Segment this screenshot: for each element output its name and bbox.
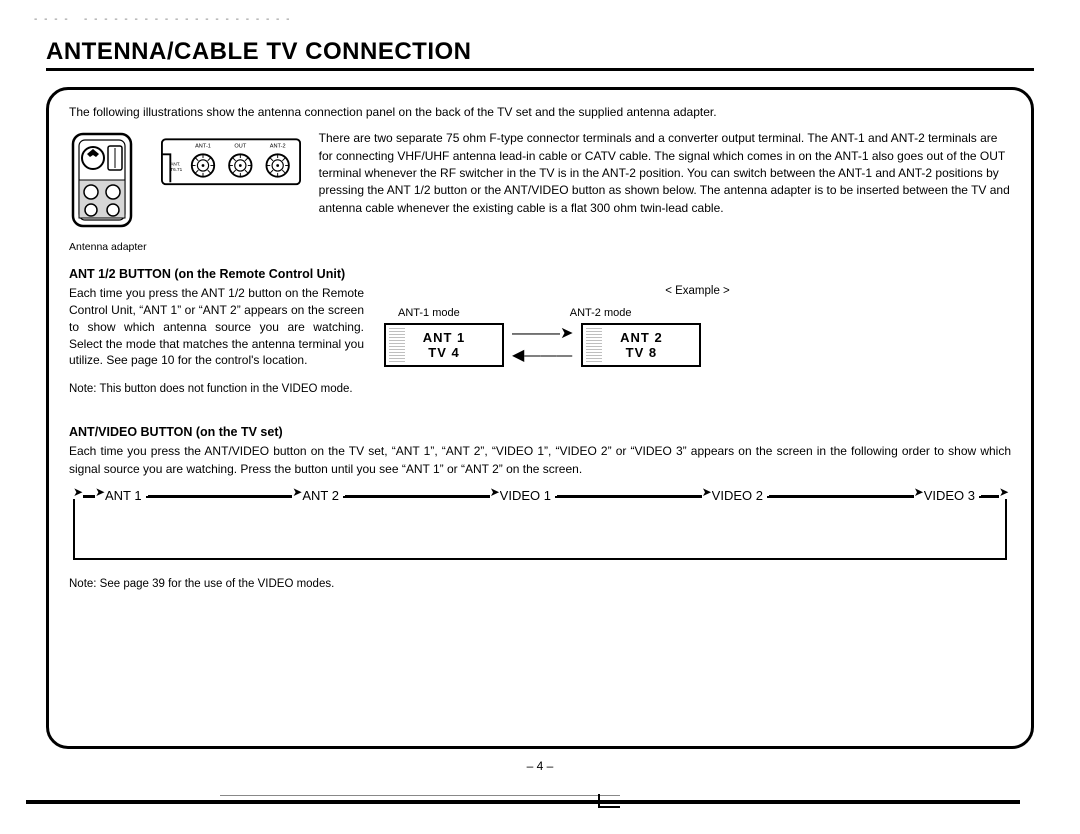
antvideo-heading: ANT/VIDEO BUTTON (on the TV set) <box>69 425 1011 439</box>
manual-page: - - - - - - - - - - - - - - - - - - - - … <box>0 0 1080 834</box>
cycle-item: VIDEO 2 <box>708 488 767 503</box>
tv1-line1: ANT 1 <box>423 330 466 345</box>
arrow-segment <box>345 495 494 496</box>
ant12-body-col: Each time you press the ANT 1/2 button o… <box>69 285 364 397</box>
arrow-segment <box>981 495 1003 496</box>
toggle-arrows-icon: ———➤ ◀——— <box>512 326 573 364</box>
tv2-line2: TV 8 <box>626 345 657 360</box>
antvideo-body: Each time you press the ANT/VIDEO button… <box>69 443 1011 478</box>
cycle-labels: ANT 1 ANT 2 VIDEO 1 VIDEO 2 VIDEO 3 <box>75 488 1005 503</box>
content-panel: The following illustrations show the ant… <box>46 87 1034 749</box>
svg-text:ANT.: ANT. <box>170 162 180 167</box>
arrow-segment <box>769 495 918 496</box>
mode-labels: ANT-1 mode ANT-2 mode <box>398 307 1011 319</box>
ant12-body: Each time you press the ANT 1/2 button o… <box>69 285 364 369</box>
scan-artifact-mark <box>598 794 620 808</box>
arrow-segment <box>148 495 297 496</box>
title-rule: ANTENNA/CABLE TV CONNECTION <box>46 38 1034 71</box>
ant12-note: Note: This button does not function in t… <box>69 381 364 397</box>
antvideo-note: Note: See page 39 for the use of the VID… <box>69 578 1011 590</box>
arrow-segment <box>557 495 706 496</box>
antenna-adapter-figure: Antenna adapter <box>69 130 147 253</box>
tv-screens-row: ANT 1 TV 4 ———➤ ◀——— ANT 2 TV 8 <box>384 323 1011 367</box>
scanline-decoration <box>586 328 602 362</box>
tv-screen-1: ANT 1 TV 4 <box>384 323 504 367</box>
connector-description: There are two separate 75 ohm F-type con… <box>319 130 1011 253</box>
connector-jack-1: ANT-1 <box>191 144 213 177</box>
page-number: – 4 – <box>46 759 1034 773</box>
mode1-label: ANT-1 mode <box>398 307 460 319</box>
figure-row: Antenna adapter ANT. T6.71 ANT-1 <box>69 130 1011 253</box>
scan-artifact-dashes: - - - - - - - - - - - - - - - - - - - - … <box>34 14 292 25</box>
tv2-line1: ANT 2 <box>620 330 663 345</box>
ant12-heading: ANT 1/2 BUTTON (on the Remote Control Un… <box>69 267 1011 281</box>
page-title: ANTENNA/CABLE TV CONNECTION <box>46 38 1034 66</box>
tv1-line2: TV 4 <box>428 345 459 360</box>
scanline-decoration <box>389 328 405 362</box>
cycle-diagram: ANT 1 ANT 2 VIDEO 1 VIDEO 2 VIDEO 3 <box>73 496 1007 560</box>
antenna-adapter-icon <box>69 130 135 230</box>
mode2-label: ANT-2 mode <box>570 307 632 319</box>
cycle-item: VIDEO 1 <box>496 488 555 503</box>
svg-text:T6.71: T6.71 <box>170 167 182 172</box>
footer-rule <box>26 800 1020 804</box>
connector-panel-figure: ANT. T6.71 ANT-1 <box>161 130 301 191</box>
tv-screen-2: ANT 2 TV 8 <box>581 323 701 367</box>
label-out: OUT <box>234 144 246 150</box>
cycle-item: ANT 2 <box>298 488 343 503</box>
ant12-row: Each time you press the ANT 1/2 button o… <box>69 285 1011 397</box>
connector-panel-icon: ANT. T6.71 ANT-1 <box>161 130 301 186</box>
adapter-caption: Antenna adapter <box>69 241 147 253</box>
label-ant2: ANT-2 <box>269 144 285 150</box>
arrow-segment <box>77 495 99 496</box>
connector-jack-2: ANT-2 <box>266 144 288 177</box>
label-ant1: ANT-1 <box>195 144 211 150</box>
figures: Antenna adapter ANT. T6.71 ANT-1 <box>69 130 301 253</box>
cycle-item: ANT 1 <box>101 488 146 503</box>
example-block: < Example > ANT-1 mode ANT-2 mode ANT 1 … <box>384 285 1011 367</box>
scan-artifact-line <box>220 795 620 796</box>
intro-text: The following illustrations show the ant… <box>69 104 1011 120</box>
example-label: < Example > <box>384 285 1011 297</box>
cycle-item: VIDEO 3 <box>920 488 979 503</box>
